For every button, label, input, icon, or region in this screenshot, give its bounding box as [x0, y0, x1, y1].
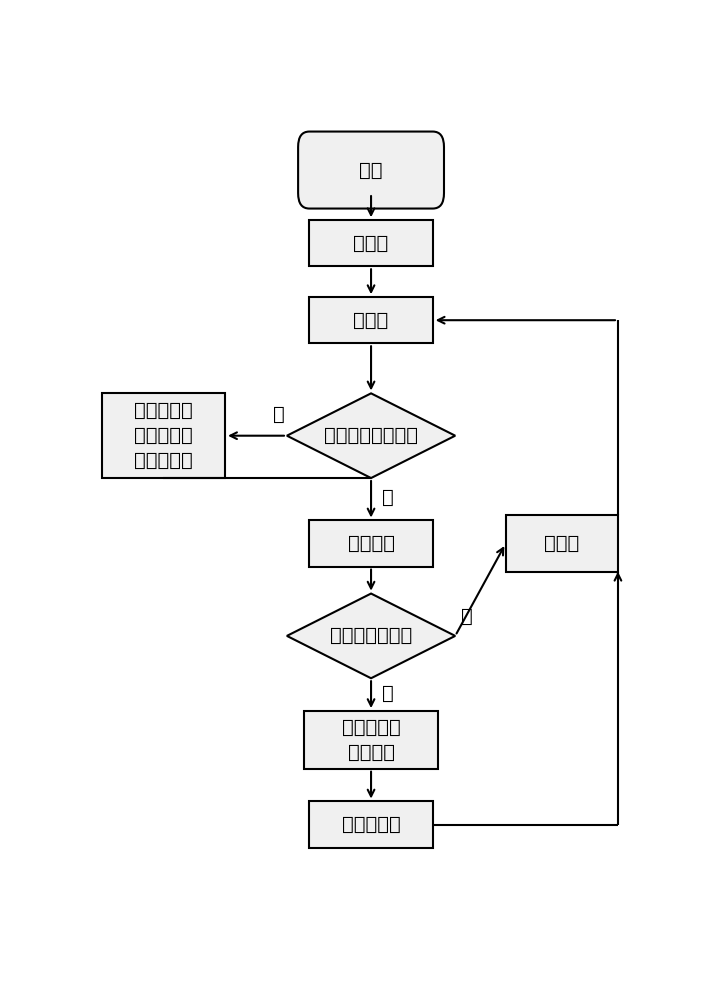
Text: 开中断: 开中断 — [353, 311, 389, 330]
Polygon shape — [287, 594, 455, 678]
Text: 是: 是 — [382, 684, 394, 703]
Text: 读取时间: 读取时间 — [348, 534, 395, 553]
FancyBboxPatch shape — [298, 132, 444, 209]
FancyBboxPatch shape — [304, 711, 438, 769]
Text: 运行设备、
采集数据: 运行设备、 采集数据 — [342, 718, 400, 762]
FancyBboxPatch shape — [309, 297, 433, 343]
Text: 设备是否该运行: 设备是否该运行 — [330, 626, 412, 645]
Text: 开始: 开始 — [359, 161, 383, 180]
FancyBboxPatch shape — [101, 393, 225, 478]
Text: 低功耗模式: 低功耗模式 — [342, 815, 400, 834]
FancyBboxPatch shape — [505, 515, 618, 572]
Polygon shape — [287, 393, 455, 478]
FancyBboxPatch shape — [309, 220, 433, 266]
FancyBboxPatch shape — [309, 801, 433, 848]
Text: 否: 否 — [460, 607, 473, 626]
Text: 关中断: 关中断 — [544, 534, 579, 553]
Text: 是: 是 — [273, 405, 285, 424]
Text: 否: 否 — [382, 488, 394, 507]
Text: 初始化: 初始化 — [353, 234, 389, 253]
Text: 判断、处理
命令并完成
相应的操作: 判断、处理 命令并完成 相应的操作 — [134, 401, 193, 470]
Text: 是否收到串口命令: 是否收到串口命令 — [324, 426, 418, 445]
FancyBboxPatch shape — [309, 520, 433, 567]
